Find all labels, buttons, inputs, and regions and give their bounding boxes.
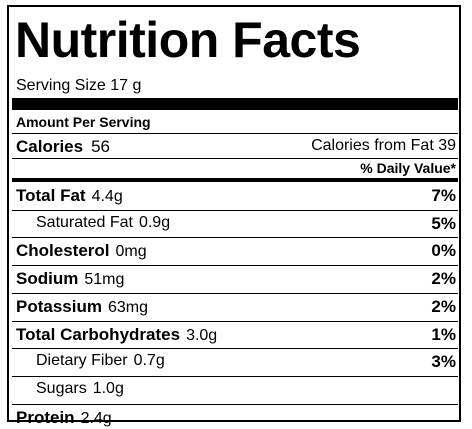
daily-value: 7%	[431, 186, 456, 205]
daily-value: 2%	[431, 296, 456, 316]
nutrient-row: Dietary Fiber 0.7g	[36, 352, 165, 370]
thick-rule	[12, 98, 458, 110]
nutrient-name: Potassium	[16, 296, 102, 316]
rule	[12, 403, 458, 405]
nutrient-row: Total Carbohydrates 3.0g	[16, 325, 217, 345]
nutrient-amount: 51mg	[84, 271, 125, 289]
nutrient-row: Cholesterol 0mg	[16, 241, 147, 261]
daily-value: 3%	[431, 352, 456, 372]
amount-per-serving: Amount Per Serving	[16, 114, 151, 130]
nutrient-row: Total Fat 4.4g	[16, 186, 123, 206]
daily-value: 1%	[431, 324, 456, 344]
nutrient-row: Sugars 1.0g	[36, 380, 124, 398]
nutrient-amount: 63mg	[107, 298, 149, 316]
rule	[12, 133, 458, 134]
rule	[12, 237, 458, 239]
rule	[12, 320, 458, 322]
nutrient-name: Saturated Fat	[36, 213, 133, 231]
daily-value-header: % Daily Value*	[360, 160, 456, 176]
nutrient-name: Total Fat	[16, 186, 86, 205]
title: Nutrition Facts	[15, 12, 361, 68]
nutrient-amount: 0.9g	[138, 213, 171, 231]
nutrient-row: Saturated Fat 0.9g	[36, 214, 170, 232]
nutrient-amount: 0.7g	[133, 352, 165, 370]
nutrient-amount: 3.0g	[186, 326, 218, 344]
calories-row: Calories 56	[16, 137, 110, 157]
serving-size: Serving Size 17 g	[16, 77, 142, 94]
daily-value: 0%	[431, 241, 456, 261]
nutrient-amount: 0mg	[115, 243, 147, 261]
nutrient-name: Total Carbohydrates	[16, 324, 181, 344]
nutrient-name: Sugars	[36, 379, 87, 397]
nutrient-row: Protein 2.4g	[16, 408, 112, 428]
nutrient-name: Dietary Fiber	[36, 352, 128, 370]
medium-rule	[12, 178, 458, 182]
daily-value: 5%	[431, 213, 456, 233]
nutrient-row: Sodium 51mg	[16, 269, 124, 289]
nutrient-name: Sodium	[16, 269, 79, 289]
rule	[12, 292, 458, 294]
nutrient-name: Protein	[16, 407, 75, 427]
calories-label: Calories	[16, 137, 84, 156]
rule	[12, 375, 458, 377]
label-border	[7, 5, 461, 422]
calories-value: 56	[91, 137, 111, 156]
nutrient-amount: 2.4g	[80, 409, 112, 427]
nutrient-row: Potassium 63mg	[16, 297, 148, 317]
rule	[12, 209, 458, 211]
calories-from-fat: Calories from Fat 39	[311, 137, 456, 154]
nutrient-name: Cholesterol	[16, 241, 110, 261]
nutrient-amount: 1.0g	[92, 379, 124, 397]
nutrient-amount: 4.4g	[91, 188, 123, 205]
rule	[12, 265, 458, 267]
rule	[12, 348, 458, 350]
rule	[12, 158, 458, 159]
daily-value: 2%	[431, 269, 456, 289]
